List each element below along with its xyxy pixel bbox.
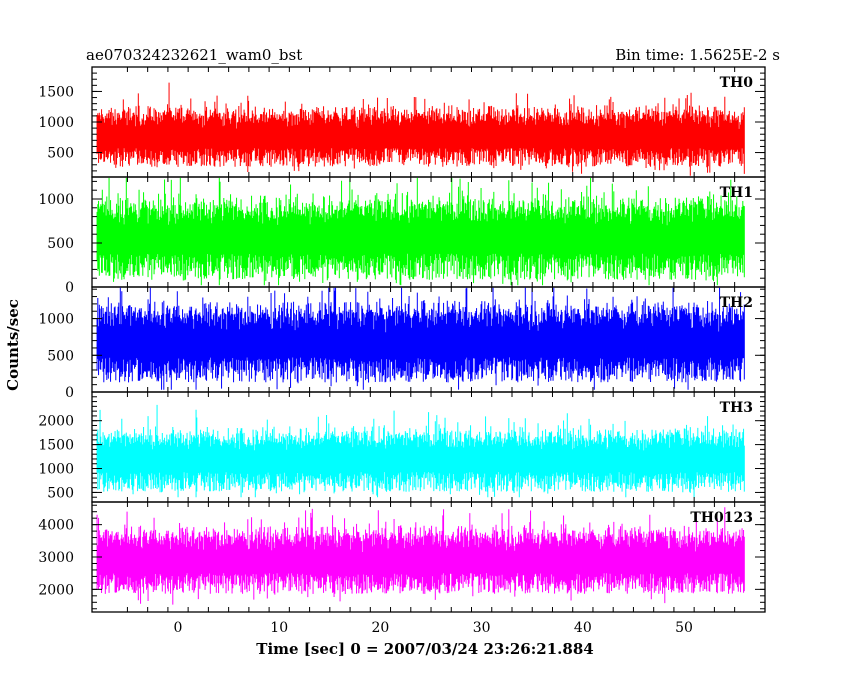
y-tick-label: 3000 bbox=[38, 550, 74, 566]
y-tick-label: 500 bbox=[47, 348, 74, 364]
series-th0 bbox=[96, 82, 745, 176]
panel-label-th0: TH0 bbox=[720, 75, 754, 91]
y-axis-label: Counts/sec bbox=[4, 299, 22, 391]
y-tick-label: 4000 bbox=[38, 518, 74, 534]
panels-group: TH050010001500TH105001000TH205001000TH35… bbox=[38, 66, 766, 636]
y-tick-label: 500 bbox=[47, 146, 74, 162]
x-tick-label: 20 bbox=[372, 620, 390, 636]
series-th1 bbox=[96, 177, 745, 286]
series-th2 bbox=[96, 287, 745, 390]
panel-label-th2: TH2 bbox=[720, 295, 753, 311]
y-tick-label: 1500 bbox=[38, 84, 74, 100]
y-tick-label: 1000 bbox=[38, 192, 74, 208]
x-tick-label: 30 bbox=[473, 620, 491, 636]
panel-label-th1: TH1 bbox=[720, 185, 753, 201]
y-tick-label: 1000 bbox=[38, 312, 74, 328]
y-tick-label: 2000 bbox=[38, 414, 74, 430]
y-tick-label: 1500 bbox=[38, 438, 74, 454]
panel-label-th0123: TH0123 bbox=[690, 510, 753, 526]
y-tick-label: 0 bbox=[65, 280, 74, 296]
x-axis-label: Time [sec] 0 = 2007/03/24 23:26:21.884 bbox=[256, 640, 593, 658]
x-tick-label: 50 bbox=[675, 620, 693, 636]
y-tick-label: 2000 bbox=[38, 582, 74, 598]
y-tick-label: 500 bbox=[47, 485, 74, 501]
panel-label-th3: TH3 bbox=[720, 400, 753, 416]
chart-title-left: ae070324232621_wam0_bst bbox=[86, 46, 302, 64]
y-tick-label: 1000 bbox=[38, 462, 74, 478]
series-th3 bbox=[96, 404, 745, 498]
y-tick-label: 1000 bbox=[38, 115, 74, 131]
series-th0123 bbox=[96, 507, 745, 605]
x-tick-label: 0 bbox=[174, 620, 183, 636]
x-tick-label: 40 bbox=[574, 620, 592, 636]
x-tick-label: 10 bbox=[270, 620, 288, 636]
y-tick-label: 0 bbox=[65, 385, 74, 401]
y-tick-label: 500 bbox=[47, 236, 74, 252]
bin-time-label: Bin time: 1.5625E-2 s bbox=[615, 46, 780, 64]
